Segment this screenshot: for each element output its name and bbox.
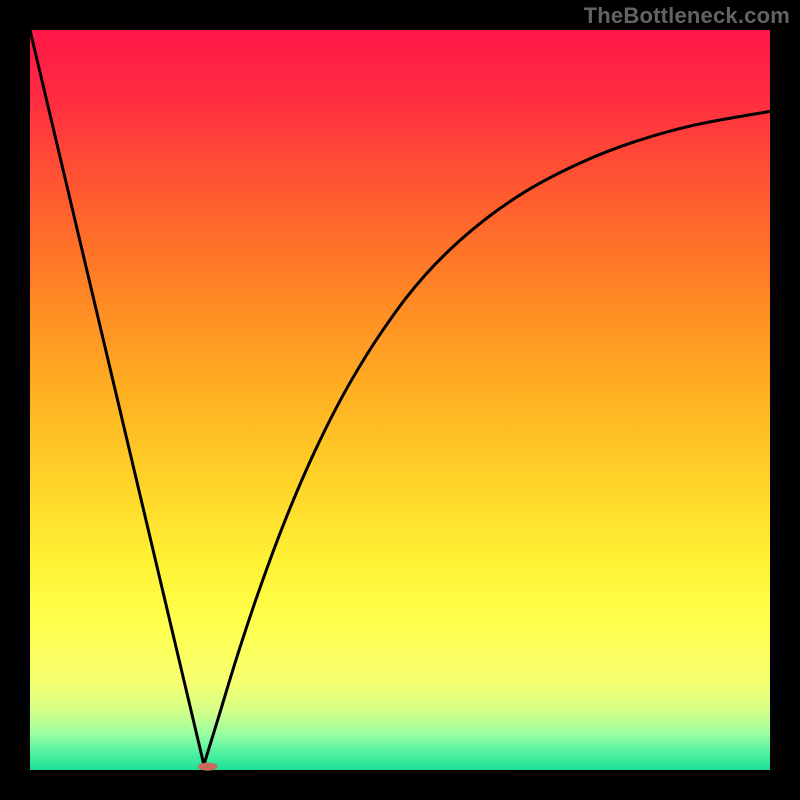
trough-marker bbox=[198, 763, 218, 771]
watermark-text: TheBottleneck.com bbox=[584, 3, 790, 29]
bottleneck-chart: TheBottleneck.com bbox=[0, 0, 800, 800]
chart-svg bbox=[0, 0, 800, 800]
plot-background bbox=[30, 30, 770, 770]
